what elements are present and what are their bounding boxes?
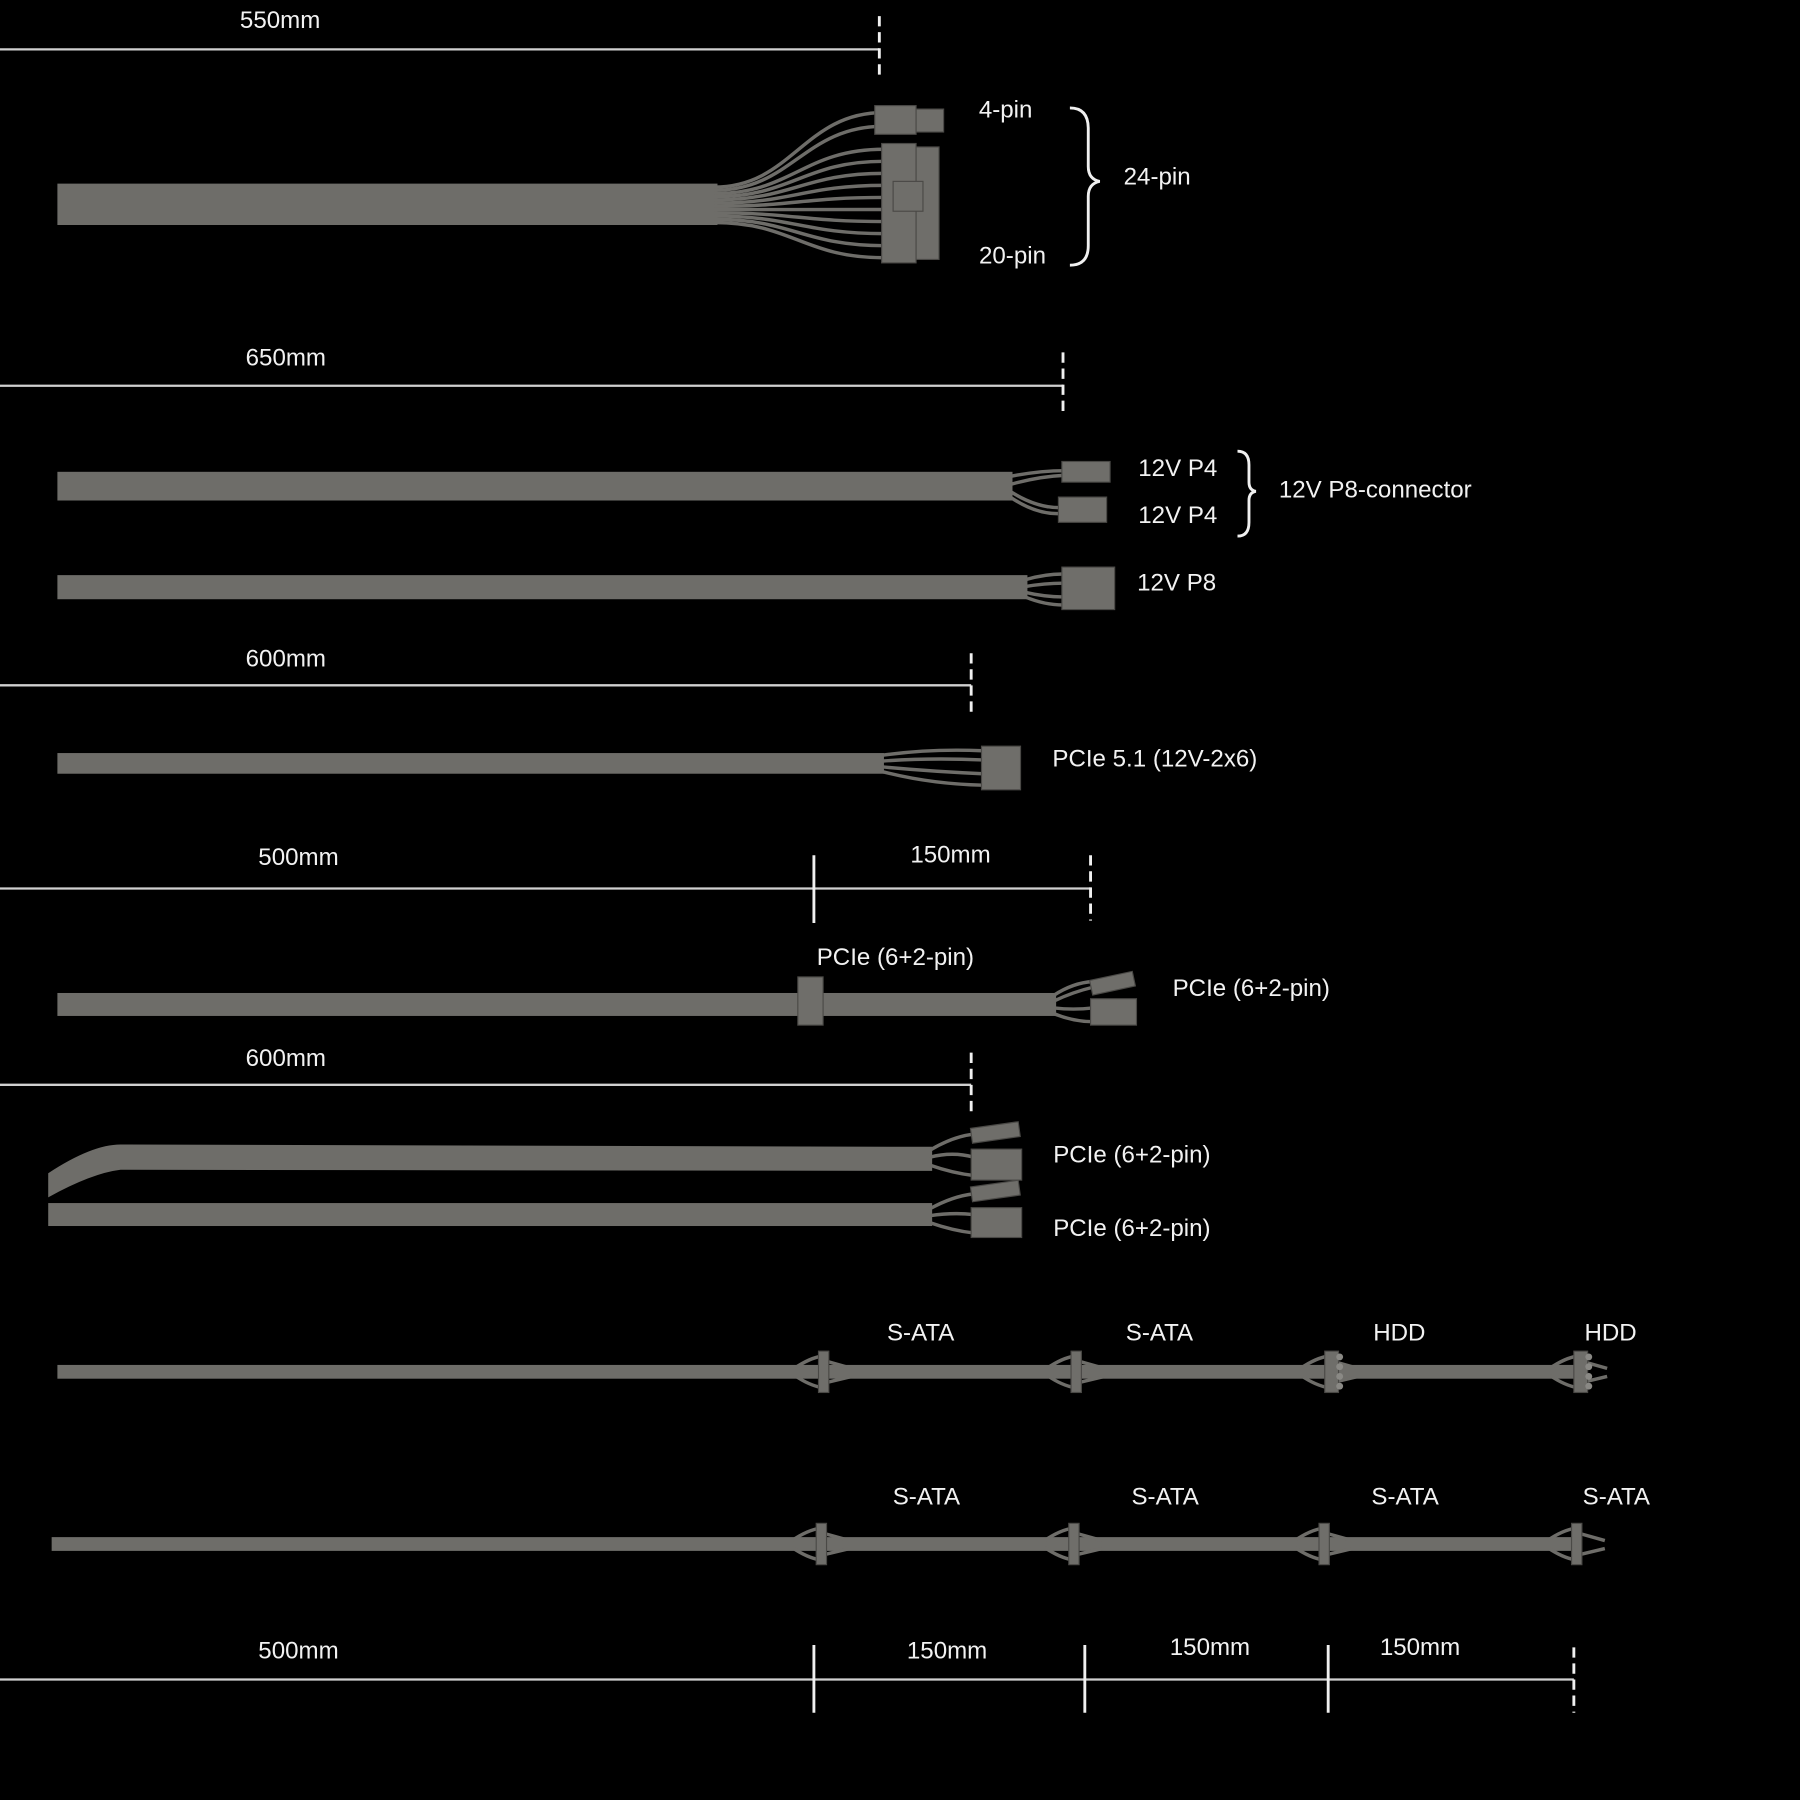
label-12v-p8: 12V P8: [1137, 570, 1216, 597]
label-12v-p8-connector: 12V P8-connector: [1279, 477, 1472, 504]
brace: [1237, 449, 1257, 538]
pcie-dual-cables: PCIe (6+2-pin) PCIe (6+2-pin): [48, 1121, 1211, 1242]
label-sata: S-ATA: [1371, 1483, 1439, 1510]
wire: [1546, 1526, 1606, 1562]
pin: [1585, 1353, 1593, 1361]
label-12v-p4: 12V P4: [1138, 502, 1217, 529]
pin: [1585, 1372, 1593, 1380]
sata-connector: [1318, 1522, 1330, 1566]
label-sata: S-ATA: [887, 1319, 955, 1346]
pin: [1336, 1363, 1344, 1371]
measure-label: 500mm: [258, 844, 338, 871]
sata-connector: [1070, 1350, 1082, 1394]
sata-cable: S-ATA S-ATA S-ATA S-ATA: [51, 1483, 1651, 1566]
wire: [1293, 1526, 1353, 1562]
wire: [714, 124, 884, 193]
sata-connector: [815, 1522, 828, 1566]
wire: [714, 195, 884, 209]
measure-600-dual: 600mm: [0, 1045, 973, 1117]
label-pcie-6-2: PCIe (6+2-pin): [1173, 975, 1330, 1002]
wire: [793, 1354, 853, 1390]
wire: [714, 171, 884, 202]
brace: [1069, 106, 1101, 267]
sata-connector: [817, 1350, 830, 1394]
label-pcie51: PCIe 5.1 (12V-2x6): [1052, 745, 1257, 772]
wire: [714, 214, 884, 236]
wire: [714, 147, 884, 196]
label-sata: S-ATA: [1131, 1483, 1199, 1510]
wire: [1043, 1526, 1103, 1562]
measure-600: 600mm: [0, 645, 973, 717]
label-hdd: HDD: [1584, 1319, 1636, 1346]
wire: [714, 217, 884, 248]
measure-label: 500mm: [258, 1637, 338, 1664]
label-24pin: 24-pin: [1124, 163, 1191, 190]
wire: [714, 159, 884, 199]
pin: [1336, 1353, 1344, 1361]
pcie51-cable: PCIe 5.1 (12V-2x6): [57, 745, 1257, 791]
pin: [1336, 1372, 1344, 1380]
measure-label: 150mm: [1170, 1634, 1250, 1661]
hdd-molex-connector: [1573, 1350, 1589, 1394]
measure-label: 150mm: [1380, 1634, 1460, 1661]
wire: [791, 1526, 850, 1562]
wire: [1299, 1354, 1359, 1390]
cpu-p8-cable: 12V P8: [57, 566, 1216, 611]
label-hdd: HDD: [1373, 1319, 1425, 1346]
wire: [714, 110, 884, 189]
label-pcie-6-2: PCIe (6+2-pin): [1053, 1141, 1210, 1168]
label-sata: S-ATA: [1583, 1483, 1651, 1510]
measure-label: 600mm: [246, 645, 326, 672]
pin: [1585, 1363, 1593, 1371]
label-12v-p4: 12V P4: [1138, 455, 1217, 482]
measure-sata: 500mm 150mm 150mm 150mm: [0, 1634, 1576, 1713]
wire: [714, 211, 884, 224]
label-pcie-6-2: PCIe (6+2-pin): [1053, 1215, 1210, 1242]
measure-label: 150mm: [910, 842, 990, 869]
label-sata: S-ATA: [1126, 1319, 1194, 1346]
atx-24pin-cable: 4-pin 20-pin 24-pin: [57, 97, 1191, 270]
measure-label: 550mm: [240, 7, 320, 34]
cpu-p4-p4-cable: 12V P4 12V P4 12V P8-connector: [57, 449, 1472, 538]
measure-label: 600mm: [246, 1045, 326, 1072]
measure-label: 650mm: [246, 345, 326, 372]
sata-connector: [1068, 1522, 1080, 1566]
label-sata: S-ATA: [893, 1483, 961, 1510]
label-4pin: 4-pin: [979, 97, 1033, 124]
measure-650: 650mm: [0, 345, 1065, 417]
pin: [1585, 1382, 1593, 1390]
label-20pin: 20-pin: [979, 243, 1046, 270]
measure-550: 550mm: [0, 7, 881, 81]
wire: [1548, 1354, 1608, 1390]
wire: [1045, 1354, 1105, 1390]
pin: [1336, 1382, 1344, 1390]
measure-500-150: 500mm 150mm: [0, 842, 1092, 923]
label-pcie-6-2: PCIe (6+2-pin): [817, 944, 974, 971]
sata-connector: [1570, 1522, 1583, 1566]
sata-hdd-cable: S-ATA S-ATA HDD HDD: [57, 1319, 1637, 1394]
measure-label: 150mm: [907, 1637, 987, 1664]
wire: [714, 220, 884, 260]
pcie-daisy-cable: PCIe (6+2-pin) PCIe (6+2-pin): [57, 944, 1330, 1026]
hdd-molex-connector: [1324, 1350, 1340, 1394]
wire: [714, 183, 884, 205]
